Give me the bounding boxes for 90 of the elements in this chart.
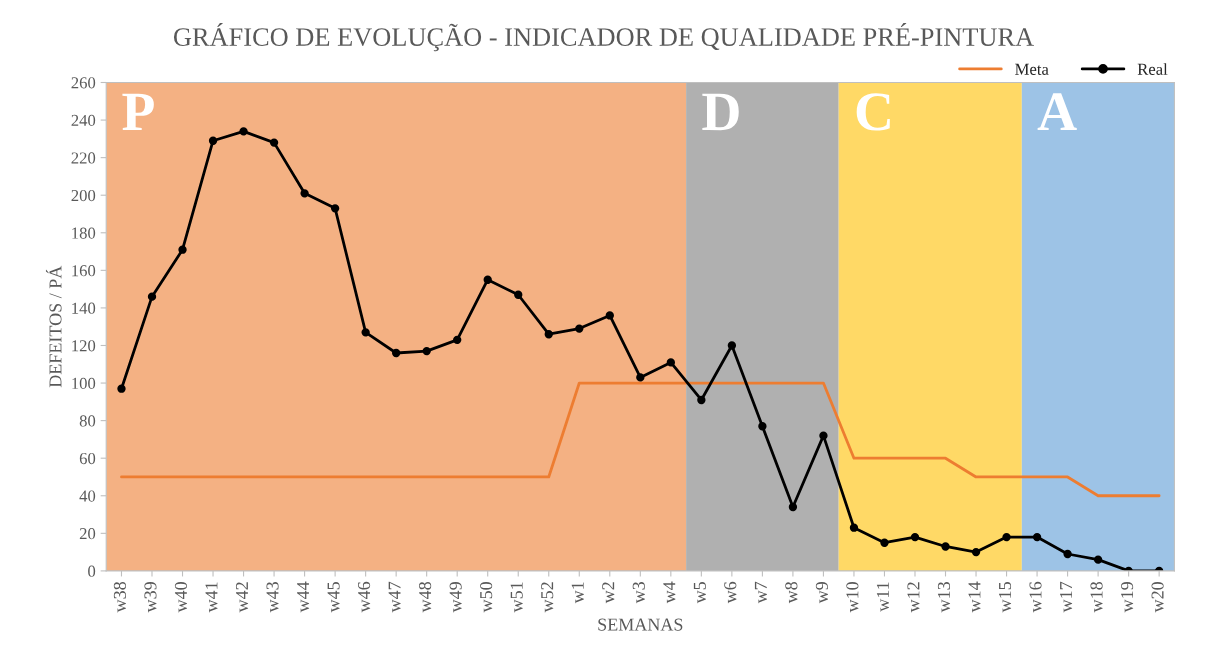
x-tick-label: w15 [998, 582, 1012, 613]
x-tick-label: w47 [388, 581, 401, 613]
y-tick-label: 260 [71, 77, 96, 89]
point [147, 292, 157, 301]
x-tick-label: w11 [876, 582, 889, 612]
y-tick-label: 180 [72, 227, 96, 239]
point [788, 502, 798, 512]
x-tick-label: w7 [754, 581, 767, 604]
x-tick-label: w18 [1090, 582, 1103, 613]
x-axis-title: SEMANAS [598, 618, 683, 631]
x-tick-label: w44 [297, 581, 310, 613]
x-tick-label: w52 [541, 582, 554, 613]
y-tick-label: 200 [71, 189, 96, 202]
x-tick-label: w49 [449, 582, 462, 613]
x-tick-label: w16 [1029, 581, 1042, 613]
y-tick-label: 100 [72, 377, 96, 389]
band-label: C [856, 93, 890, 131]
x-tick-label: w17 [1060, 581, 1073, 613]
y-tick-label: 140 [72, 302, 96, 314]
legend-label: Real [1137, 63, 1168, 75]
point [605, 311, 614, 320]
point [880, 538, 889, 547]
x-tick-label: w1 [571, 582, 584, 604]
y-axis-title: DEFEITOS / PÁ [45, 265, 62, 388]
point [636, 373, 645, 382]
x-tick-label: w10 [846, 582, 859, 613]
point [422, 346, 431, 356]
y-tick-label: 60 [79, 452, 96, 465]
y-tick-label: 0 [88, 565, 96, 577]
band-label: A [1037, 93, 1077, 131]
point [666, 358, 675, 367]
x-tick-label: w2 [602, 582, 615, 604]
point [575, 324, 584, 333]
point [697, 395, 706, 405]
x-tick-label: w9 [815, 582, 828, 604]
point [483, 275, 492, 284]
x-tick-label: w4 [663, 581, 676, 604]
y-tick-label: 240 [71, 114, 96, 127]
x-tick-label: w8 [785, 582, 798, 604]
point [727, 341, 737, 350]
point [1002, 532, 1011, 542]
point [1093, 555, 1103, 564]
legend-label: Meta [1015, 63, 1049, 75]
x-tick-label: w3 [632, 582, 645, 604]
y-tick-label: 20 [79, 528, 96, 540]
band-label: D [702, 93, 739, 131]
point [819, 431, 828, 440]
x-tick-label: w41 [205, 582, 218, 613]
point [208, 136, 218, 145]
chart-title: GRÁFICO DE EVOLUÇÃO - INDICADOR DE QUALIDADE PRÉ-PINTURA [173, 23, 1034, 52]
point [453, 335, 462, 345]
point [1032, 532, 1042, 542]
point [910, 532, 920, 542]
point [758, 422, 767, 431]
x-tick-label: w39 [144, 582, 157, 613]
x-tick-label: w50 [480, 582, 493, 613]
x-tick-label: w43 [266, 582, 279, 613]
x-tick-label: w51 [510, 582, 523, 613]
point [1063, 549, 1072, 559]
x-tick-label: w38 [113, 582, 126, 613]
point [178, 245, 187, 254]
x-tick-label: w13 [937, 582, 951, 613]
x-tick-label: w6 [724, 581, 737, 604]
y-tick-label: 220 [71, 152, 96, 164]
point [361, 328, 370, 337]
point [849, 523, 859, 532]
x-tick-label: w14 [968, 581, 981, 613]
point [514, 290, 523, 299]
point [544, 330, 553, 339]
y-tick-label: 80 [79, 415, 96, 427]
point [300, 189, 309, 198]
x-tick-label: w19 [1121, 582, 1134, 613]
y-tick-label: 40 [79, 490, 96, 502]
y-tick-label: 160 [72, 265, 96, 277]
x-tick-label: w48 [419, 582, 432, 613]
x-tick-label: w40 [174, 582, 188, 613]
x-tick-label: w45 [327, 582, 340, 613]
point [117, 384, 126, 393]
point [971, 547, 981, 557]
x-tick-label: w5 [693, 582, 706, 604]
point [330, 204, 340, 213]
y-tick-label: 120 [72, 340, 96, 352]
x-tick-label: w20 [1151, 582, 1164, 613]
point [269, 138, 279, 147]
x-tick-label: w42 [235, 582, 249, 613]
band-label: P [122, 93, 154, 131]
x-tick-label: w46 [358, 581, 371, 613]
point [391, 348, 401, 358]
x-tick-label: w12 [907, 582, 920, 613]
point [239, 127, 248, 136]
